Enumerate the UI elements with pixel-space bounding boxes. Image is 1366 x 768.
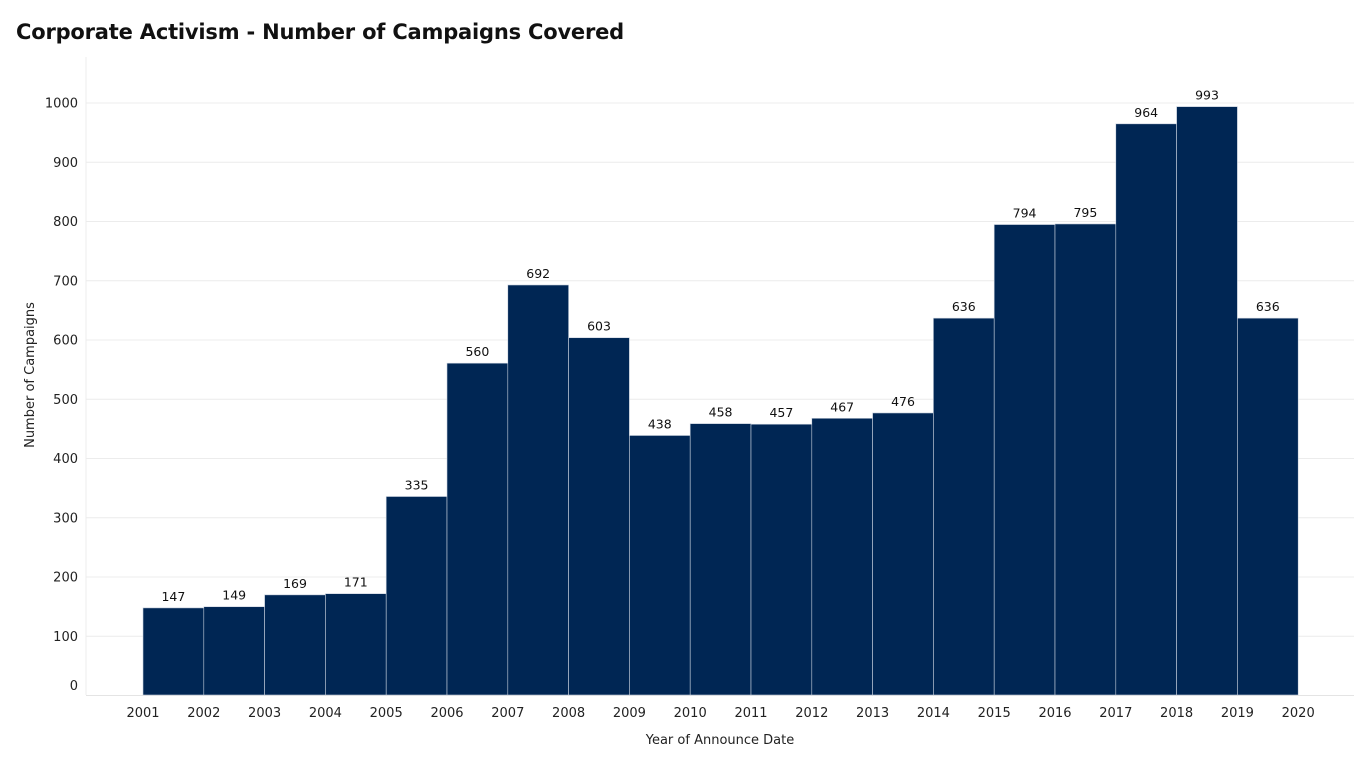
data-label: 149 [222, 588, 246, 603]
x-tick-label: 2001 [126, 706, 159, 721]
data-label: 476 [891, 394, 915, 409]
y-axis-ticks: 0 100 200 300 400 500 600 700 800 900 1000 [45, 97, 78, 695]
bar [872, 412, 934, 696]
x-tick-label: 2016 [1038, 706, 1071, 721]
data-label: 692 [526, 266, 550, 281]
data-label: 795 [1073, 205, 1097, 220]
x-tick-label: 2006 [430, 706, 463, 721]
data-label: 603 [587, 319, 611, 334]
data-label: 335 [405, 478, 429, 493]
x-tick-label: 2018 [1160, 706, 1193, 721]
y-tick-label: 1000 [45, 97, 78, 112]
data-label: 636 [1256, 299, 1280, 314]
y-tick-label: 700 [53, 274, 78, 289]
bar [446, 362, 509, 696]
data-label: 169 [283, 576, 307, 591]
data-label: 458 [709, 405, 733, 420]
data-label: 457 [769, 405, 793, 420]
bar [385, 496, 448, 696]
x-tick-label: 2014 [917, 706, 950, 721]
data-label: 467 [830, 399, 854, 414]
y-tick-label: 0 [70, 679, 78, 694]
bar [933, 317, 995, 696]
y-tick-label: 900 [53, 156, 78, 171]
bar [1176, 106, 1238, 696]
bar [993, 224, 1056, 696]
x-tick-label: 2019 [1221, 706, 1254, 721]
bars [142, 106, 1299, 696]
x-tick-label: 2008 [552, 706, 585, 721]
x-axis-label: Year of Announce Date [645, 733, 794, 748]
bar [750, 423, 813, 696]
data-label: 560 [465, 344, 489, 359]
y-tick-label: 400 [53, 452, 78, 467]
y-tick-label: 200 [53, 571, 78, 586]
y-tick-label: 100 [53, 630, 78, 645]
bar [811, 418, 873, 696]
data-label: 438 [648, 416, 672, 431]
bar [203, 606, 265, 696]
x-tick-label: 2011 [734, 706, 767, 721]
x-tick-label: 2005 [370, 706, 403, 721]
x-tick-label: 2017 [1099, 706, 1132, 721]
x-axis-ticks: 2001 2002 2003 2004 2005 2006 2007 2008 2009 2010… [126, 706, 1314, 721]
x-tick-label: 2003 [248, 706, 281, 721]
x-tick-label: 2013 [856, 706, 889, 721]
bar [629, 435, 691, 696]
bar [1054, 223, 1117, 696]
bar [689, 423, 752, 696]
x-tick-label: 2009 [613, 706, 646, 721]
bar [325, 593, 387, 696]
x-tick-label: 2007 [491, 706, 524, 721]
data-label: 171 [344, 575, 368, 590]
x-tick-label: 2010 [674, 706, 707, 721]
data-label: 636 [952, 299, 976, 314]
bar [1115, 123, 1177, 696]
data-labels: 147 149 169 171 335 560 692 603 438 458 457 467 476 6… [161, 88, 1279, 604]
x-tick-label: 2002 [187, 706, 220, 721]
data-label: 794 [1013, 206, 1037, 221]
bar [142, 607, 205, 696]
data-label: 993 [1195, 88, 1219, 103]
x-tick-label: 2015 [978, 706, 1011, 721]
bar [1237, 317, 1299, 696]
y-tick-label: 600 [53, 334, 78, 349]
y-tick-label: 800 [53, 215, 78, 230]
y-tick-label: 300 [53, 511, 78, 526]
x-tick-label: 2012 [795, 706, 828, 721]
data-label: 147 [161, 589, 185, 604]
bar [507, 284, 569, 696]
y-tick-label: 500 [53, 393, 78, 408]
x-tick-label: 2004 [309, 706, 342, 721]
bar [568, 337, 630, 696]
x-tick-label: 2020 [1282, 706, 1315, 721]
data-label: 964 [1134, 105, 1158, 120]
bar [264, 594, 326, 696]
chart-title: Corporate Activism - Number of Campaigns… [16, 20, 625, 44]
y-axis-label: Number of Campaigns [23, 302, 38, 448]
